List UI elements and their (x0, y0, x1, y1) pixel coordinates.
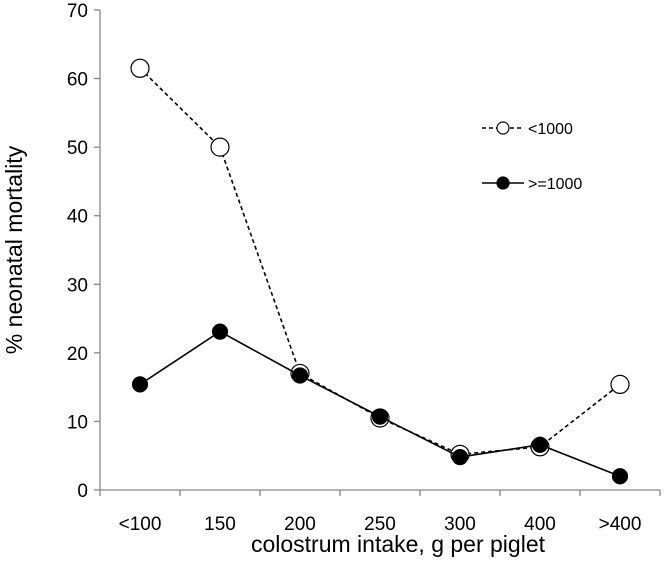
legend-item: >=1000 (482, 176, 582, 193)
legend-label: <1000 (528, 121, 573, 138)
x-tick-label: >400 (599, 514, 642, 535)
series-line (139, 330, 621, 478)
y-tick-label: 20 (67, 344, 88, 365)
data-point (371, 408, 389, 425)
y-axis-title: % neonatal mortality (1, 145, 27, 354)
legend-marker (496, 121, 510, 135)
data-point (291, 367, 309, 384)
y-tick-label: 0 (77, 481, 88, 502)
y-tick-label: 50 (67, 138, 88, 159)
x-tick-label: 250 (364, 514, 396, 535)
data-point (131, 376, 149, 393)
legend-label: >=1000 (528, 176, 582, 193)
legend-item: <1000 (482, 121, 573, 138)
x-axis: <100 150 200 250 300 400 >400 (99, 489, 661, 535)
data-point (610, 374, 630, 394)
data-point (611, 468, 629, 485)
x-tick-label: 300 (444, 514, 476, 535)
x-axis-title: colostrum intake, g per piglet (251, 531, 546, 557)
data-point (130, 58, 150, 78)
y-tick-label: 70 (67, 1, 88, 22)
x-tick-label: 200 (284, 514, 316, 535)
data-point (211, 323, 229, 340)
data-point (531, 436, 549, 453)
x-tick-label: 400 (524, 514, 556, 535)
x-tick-label: 150 (204, 514, 236, 535)
legend: <1000 >=1000 (482, 121, 582, 193)
data-point (451, 448, 469, 466)
y-tick-label: 60 (67, 70, 88, 91)
y-tick-label: 10 (67, 412, 88, 433)
x-tick-label: <100 (119, 514, 162, 535)
series-lt-1000 (130, 58, 630, 464)
legend-marker (496, 176, 510, 190)
series-gte-1000 (131, 323, 629, 485)
y-tick-label: 40 (67, 207, 88, 228)
y-tick-label: 30 (67, 275, 88, 296)
y-axis: 0 10 20 30 40 50 60 70 (67, 1, 101, 502)
data-point (210, 137, 230, 157)
